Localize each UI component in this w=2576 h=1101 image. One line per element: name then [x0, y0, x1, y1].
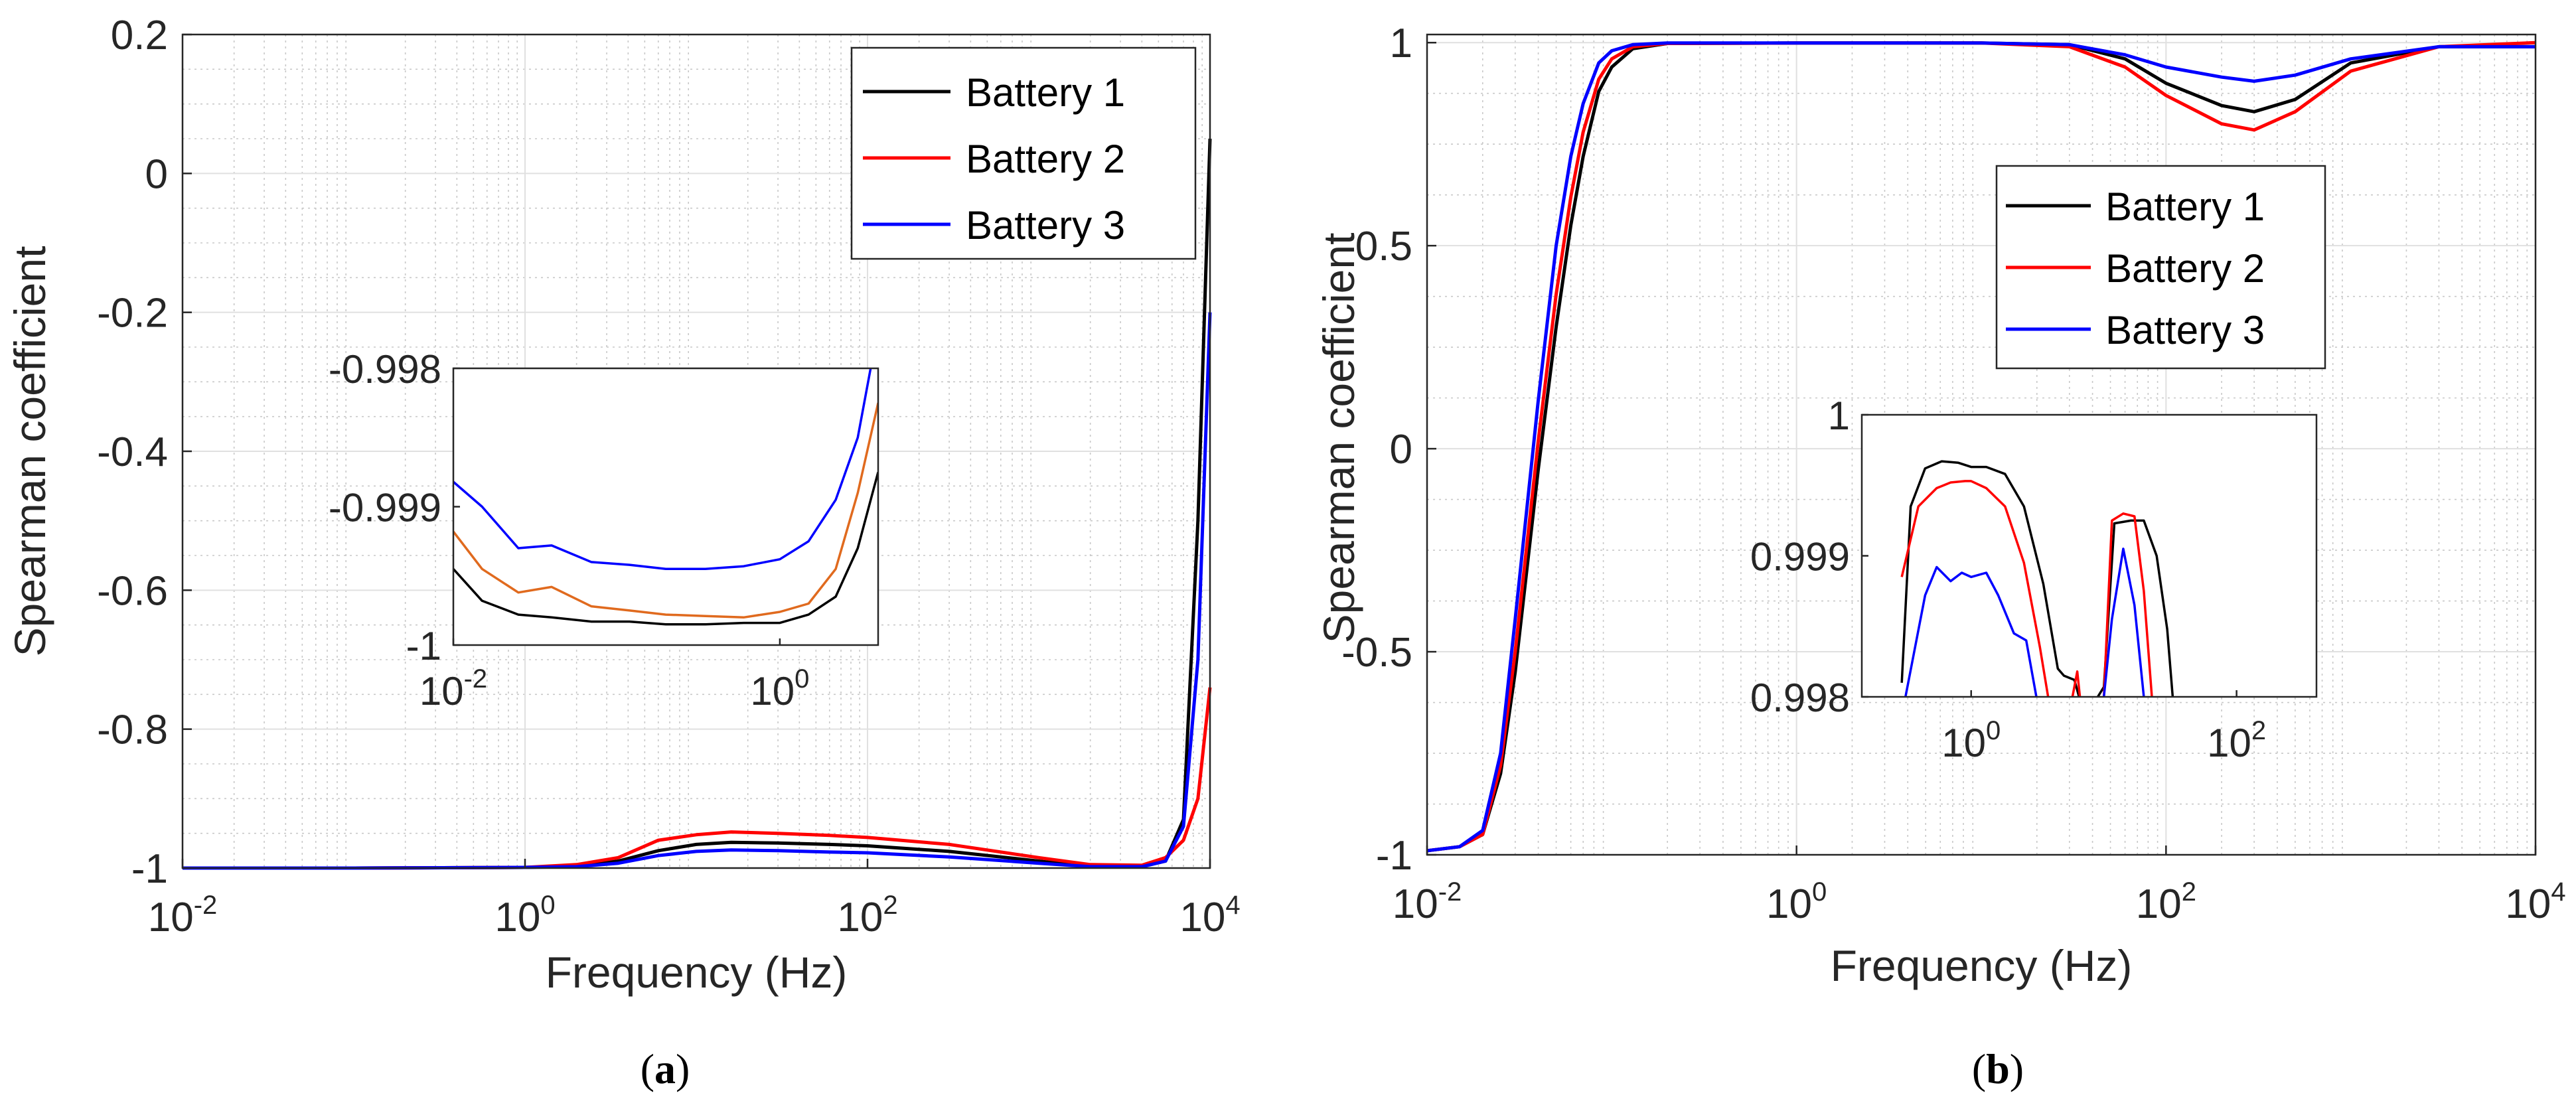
panel-a-axes-box — [181, 33, 1211, 869]
panel-b-legend: Battery 1 Battery 2 Battery 3 — [1995, 165, 2326, 370]
panel-b-tag: (b) — [1972, 1045, 2024, 1092]
inset-x-tick-label: 100 — [750, 664, 809, 713]
legend-label-battery-3: Battery 3 — [966, 203, 1125, 248]
inset-x-tick-label: 10-2 — [419, 664, 487, 713]
y-tick-label: 0.5 — [1355, 224, 1412, 269]
panel-b-chart: -1 -0.5 0 0.5 1 10-2 100 102 104 Frequency (Hz)… — [1314, 21, 2566, 1092]
y-tick-label: -0.4 — [97, 429, 168, 475]
x-tick-label: 100 — [1766, 877, 1827, 927]
panel-a-y-axis-label: Spearman coefficient — [5, 246, 54, 657]
legend-label-battery-1: Battery 1 — [2105, 184, 2265, 229]
inset-y-tick-label: -0.998 — [329, 347, 441, 392]
y-tick-label: -0.5 — [1341, 630, 1412, 676]
inset-y-tick-label: -0.999 — [329, 486, 441, 530]
inset-series-line-battery-3 — [1904, 548, 2145, 697]
y-tick-label: 0.2 — [111, 13, 168, 58]
panel-b-x-axis-label: Frequency (Hz) — [1831, 941, 2133, 990]
x-tick-label: 104 — [2505, 877, 2565, 927]
legend-label-battery-3: Battery 3 — [2105, 308, 2265, 352]
inset-y-tick-label: 0.999 — [1750, 535, 1850, 579]
panel-a-chart: -1 -0.8 -0.6 -0.4 -0.2 0 0.2 10-2 100 102 104 Fre… — [5, 13, 1241, 1092]
y-tick-label: 0 — [1390, 427, 1412, 473]
inset-y-tick-label: 0.998 — [1750, 676, 1850, 720]
x-tick-label: 102 — [2136, 877, 2196, 927]
x-tick-label: 104 — [1179, 891, 1240, 940]
panel-a-legend: Battery 1 Battery 2 Battery 3 — [850, 46, 1197, 260]
y-tick-label: -0.6 — [97, 568, 168, 614]
panel-b-inset: 0.998 0.999 1 100 102 — [1750, 394, 2318, 765]
y-tick-label: -0.2 — [97, 291, 168, 336]
panel-a-tag: (a) — [641, 1045, 690, 1092]
panel-b-axes-box — [1426, 33, 2537, 856]
y-tick-label: 1 — [1390, 21, 1412, 66]
x-tick-label: 100 — [494, 891, 555, 940]
inset-y-tick-label: 1 — [1828, 394, 1850, 438]
panel-a-inset: -1 -0.999 -0.998 10-2 100 — [329, 347, 879, 713]
inset-x-tick-label: 100 — [1941, 716, 2001, 765]
inset-x-tick-label: 102 — [2207, 716, 2266, 765]
series-line-battery-3 — [183, 312, 1212, 870]
inset-series-line-battery-2 — [1900, 480, 2153, 697]
legend-label-battery-2: Battery 2 — [2105, 246, 2265, 291]
legend-label-battery-2: Battery 2 — [966, 137, 1125, 181]
y-tick-label: 0 — [145, 151, 168, 197]
y-tick-label: -1 — [131, 846, 168, 892]
x-tick-label: 10-2 — [1393, 877, 1462, 927]
inset-series-line-battery-3 — [453, 368, 872, 571]
legend-label-battery-1: Battery 1 — [966, 70, 1125, 115]
x-tick-label: 10-2 — [148, 891, 218, 940]
y-tick-label: -0.8 — [97, 707, 168, 753]
x-tick-label: 102 — [837, 891, 897, 940]
inset-series-line-battery-1 — [453, 471, 878, 626]
panel-a-x-axis-label: Frequency (Hz) — [546, 948, 848, 997]
inset-y-tick-label: -1 — [406, 624, 441, 668]
series-line-battery-3 — [1426, 41, 2536, 853]
panel-b-y-axis-label: Spearman coefficient — [1314, 233, 1363, 644]
inset-series-line-battery-2 — [453, 402, 878, 619]
y-tick-label: -1 — [1376, 833, 1412, 879]
